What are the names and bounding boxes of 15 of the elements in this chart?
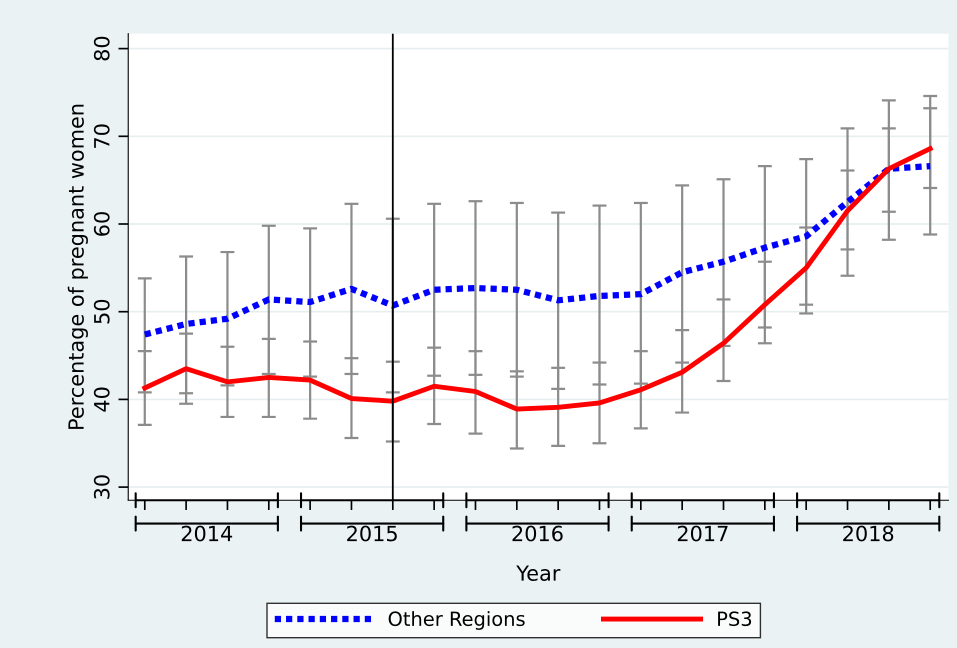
- y-tick-label: 40: [94, 388, 110, 412]
- x-tick-label: 2016: [512, 526, 563, 542]
- x-tick-label: 2015: [347, 526, 397, 542]
- y-axis-title: Percentage of pregnant women: [68, 104, 88, 429]
- y-tick-label: 70: [94, 124, 110, 148]
- y-tick-label: 30: [94, 475, 110, 499]
- legend-label: PS3: [718, 611, 752, 626]
- legend-label: Other Regions: [388, 611, 525, 630]
- y-tick-label: 50: [94, 300, 110, 324]
- x-tick-label: 2018: [843, 526, 894, 542]
- x-tick-label: 2017: [678, 526, 728, 542]
- y-tick-label: 80: [94, 36, 110, 60]
- x-tick-label: 2014: [182, 526, 232, 542]
- y-tick-label: 60: [94, 212, 110, 236]
- x-axis-title: Year: [516, 565, 560, 581]
